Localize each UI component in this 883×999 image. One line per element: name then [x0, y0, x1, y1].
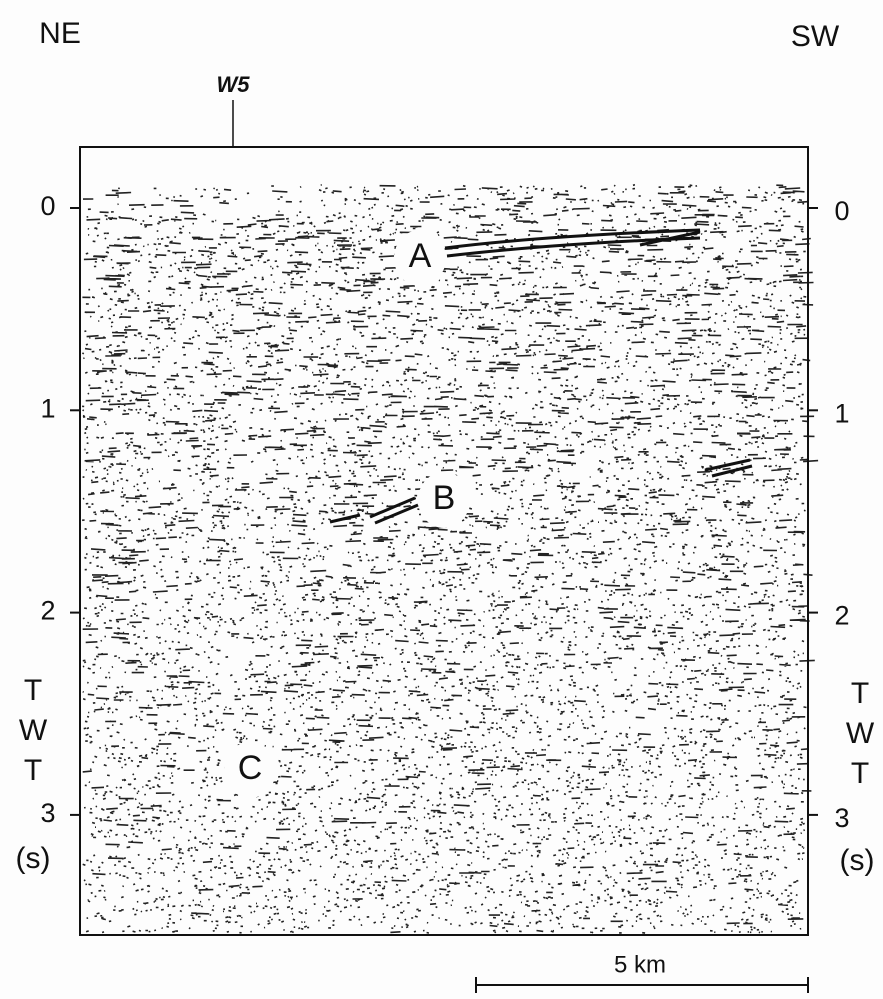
section-frame — [79, 146, 809, 936]
label-clearing — [224, 742, 276, 798]
axis-letter: T — [24, 674, 42, 707]
axis-unit: (s) — [16, 842, 51, 875]
left-tick-label: 1 — [40, 393, 55, 423]
right-tick-label: 3 — [834, 803, 849, 833]
right-tick-label: 1 — [834, 398, 849, 428]
noise-dashes — [82, 183, 819, 934]
scale-bar-label: 5 km — [614, 951, 666, 978]
reflector-a-lines — [444, 228, 701, 258]
scale-bar — [475, 977, 809, 993]
label-clearing — [394, 230, 446, 286]
axis-letter: W — [19, 714, 48, 747]
reflector-label: C — [238, 749, 263, 787]
axis-unit: (s) — [840, 844, 875, 877]
right-tick-label: 2 — [834, 601, 849, 631]
label-clearing — [418, 472, 470, 528]
ne-label: NE — [39, 17, 81, 50]
axis-letter: T — [24, 754, 42, 787]
right-tick-label: 0 — [834, 196, 849, 226]
seismic-noise — [82, 183, 819, 934]
left-tick-label: 2 — [40, 596, 55, 626]
axis-letter: T — [851, 757, 869, 790]
reflector-b-lines — [329, 458, 753, 525]
sw-label: SW — [791, 20, 840, 53]
reflector-label: B — [433, 479, 456, 517]
axis-letter: W — [846, 717, 875, 750]
well-label: W5 — [217, 72, 251, 97]
axis-letter: T — [851, 677, 869, 710]
left-tick-label: 3 — [40, 798, 55, 828]
left-tick-label: 0 — [40, 191, 55, 221]
reflector-label: A — [409, 237, 432, 275]
